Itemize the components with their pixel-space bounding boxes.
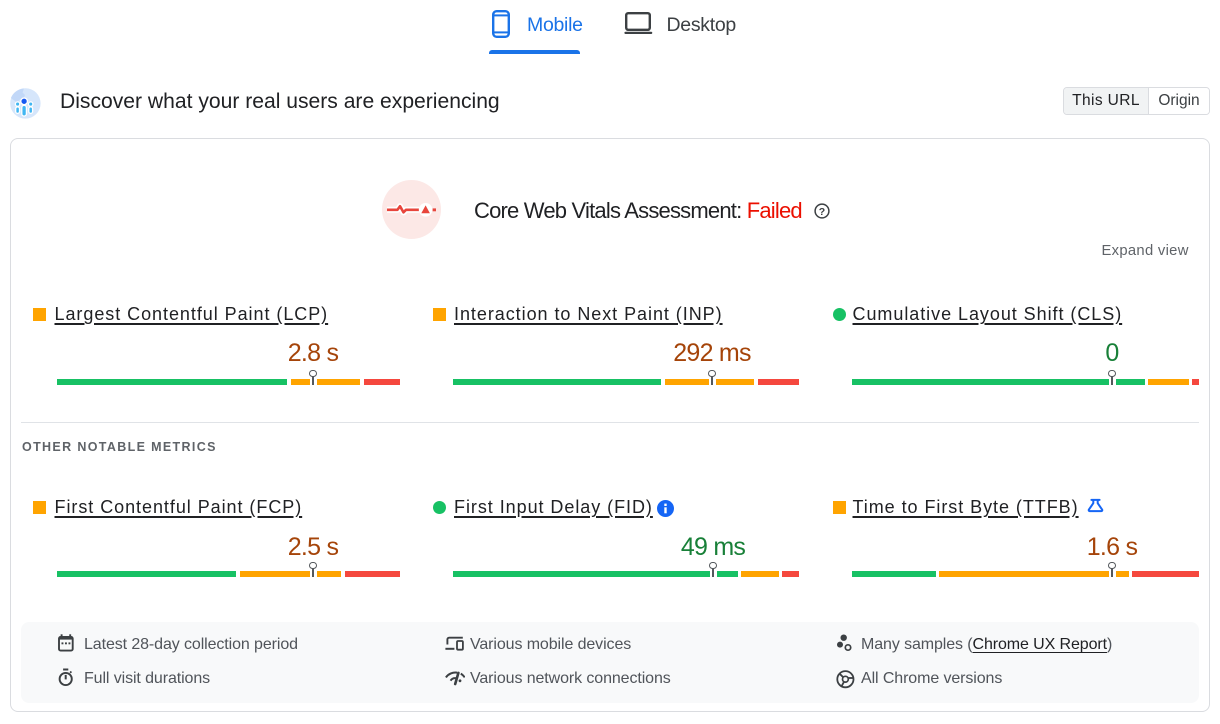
svg-text:?: ? xyxy=(818,205,824,217)
